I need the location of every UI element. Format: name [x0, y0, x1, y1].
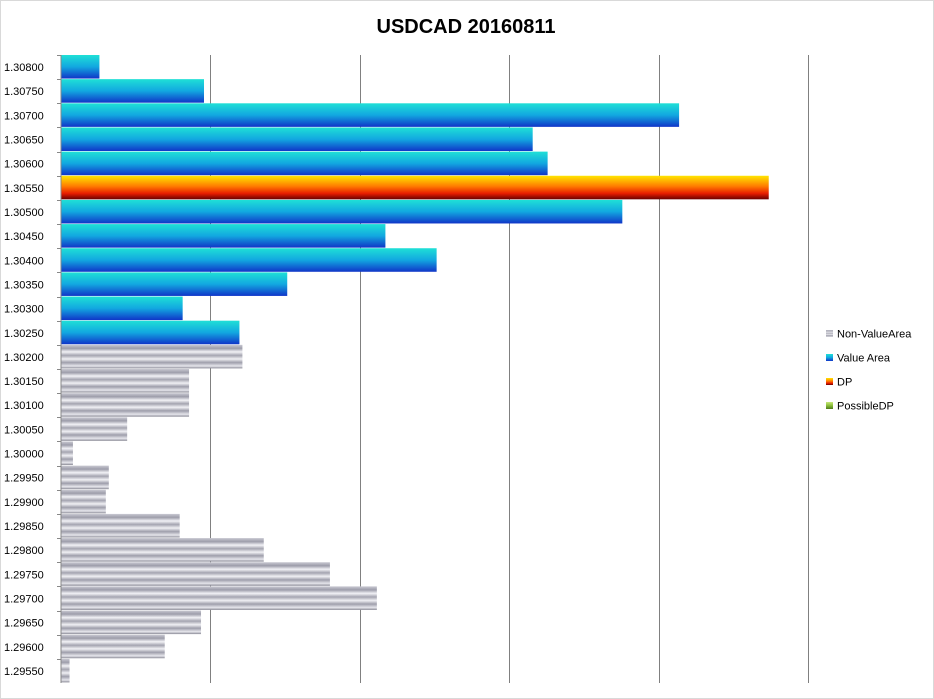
y-tick-label: 1.30100 [4, 400, 44, 412]
y-tick-label: 1.30600 [4, 159, 44, 171]
legend-label-dp: DP [837, 377, 852, 389]
bar-value-area-1-30800 [61, 55, 100, 79]
y-tick-label: 1.29700 [4, 593, 44, 605]
y-tick-label: 1.30350 [4, 279, 44, 291]
bar-non-valuearea-1-29800 [61, 538, 264, 562]
bar-non-valuearea-1-29900 [61, 489, 106, 514]
bar-non-valuearea-1-29600 [61, 634, 165, 659]
y-tick-label: 1.30500 [4, 207, 44, 219]
y-tick-label: 1.30200 [4, 352, 44, 364]
bar-value-area-1-30300 [61, 296, 183, 321]
y-tick-label: 1.30000 [4, 449, 44, 461]
bar-non-valuearea-1-30100 [61, 393, 190, 417]
y-tick-label: 1.30050 [4, 424, 44, 436]
y-tick-label: 1.29750 [4, 569, 44, 581]
bar-value-area-1-30400 [61, 248, 437, 272]
bar-non-valuearea-1-29650 [61, 610, 202, 635]
y-tick-label: 1.29600 [4, 642, 44, 654]
bar-non-valuearea-1-30150 [61, 369, 190, 393]
legend-swatch-non-valuearea [826, 330, 833, 337]
bar-non-valuearea-1-29750 [61, 562, 330, 586]
bar-non-valuearea-1-30050 [61, 417, 128, 441]
legend-label-non-valuearea: Non-ValueArea [837, 329, 912, 341]
y-tick-label: 1.30800 [4, 62, 44, 74]
y-tick-label: 1.30650 [4, 135, 44, 147]
legend-swatch-value-area [826, 354, 833, 361]
legend: Non-ValueArea Value Area DP PossibleDP [826, 329, 912, 413]
y-tick-label: 1.29550 [4, 666, 44, 678]
legend-swatch-possibledp [826, 402, 833, 409]
bar-value-area-1-30600 [61, 151, 548, 176]
y-tick-label: 1.30750 [4, 86, 44, 98]
y-tick-label: 1.30150 [4, 376, 44, 388]
y-tick-label: 1.30300 [4, 304, 44, 316]
y-tick-label: 1.29650 [4, 618, 44, 630]
y-tick-label: 1.30550 [4, 183, 44, 195]
bar-value-area-1-30650 [61, 127, 533, 152]
y-tick-label: 1.30450 [4, 231, 44, 243]
bar-value-area-1-30450 [61, 224, 386, 248]
legend-swatch-dp [826, 378, 833, 385]
y-tick-label: 1.29850 [4, 521, 44, 533]
y-tick-label: 1.29900 [4, 497, 44, 509]
bar-non-valuearea-1-30000 [61, 441, 73, 466]
bar-non-valuearea-1-30200 [61, 344, 243, 369]
bars [61, 55, 769, 683]
legend-label-possibledp: PossibleDP [837, 401, 894, 413]
legend-label-value-area: Value Area [837, 353, 891, 365]
bar-non-valuearea-1-29950 [61, 465, 109, 490]
bar-value-area-1-30350 [61, 272, 288, 296]
y-tick-label: 1.30250 [4, 328, 44, 340]
y-tick-label: 1.29800 [4, 545, 44, 557]
y-tick-labels: 1.30800 1.30750 1.30700 1.30650 1.30600 1.305… [4, 55, 61, 678]
bar-non-valuearea-1-29700 [61, 586, 377, 610]
y-tick-label: 1.30700 [4, 110, 44, 122]
chart-title: USDCAD 20160811 [377, 16, 556, 38]
y-tick-label: 1.29950 [4, 473, 44, 485]
bar-value-area-1-30500 [61, 199, 623, 224]
bar-value-area-1-30250 [61, 320, 240, 345]
bar-non-valuearea-1-29850 [61, 513, 180, 538]
bar-non-valuearea-1-29550 [61, 658, 70, 683]
y-tick-label: 1.30400 [4, 255, 44, 267]
bar-value-area-1-30700 [61, 103, 680, 127]
bar-value-area-1-30750 [61, 79, 204, 103]
bar-dp-1-30550 [61, 175, 769, 200]
